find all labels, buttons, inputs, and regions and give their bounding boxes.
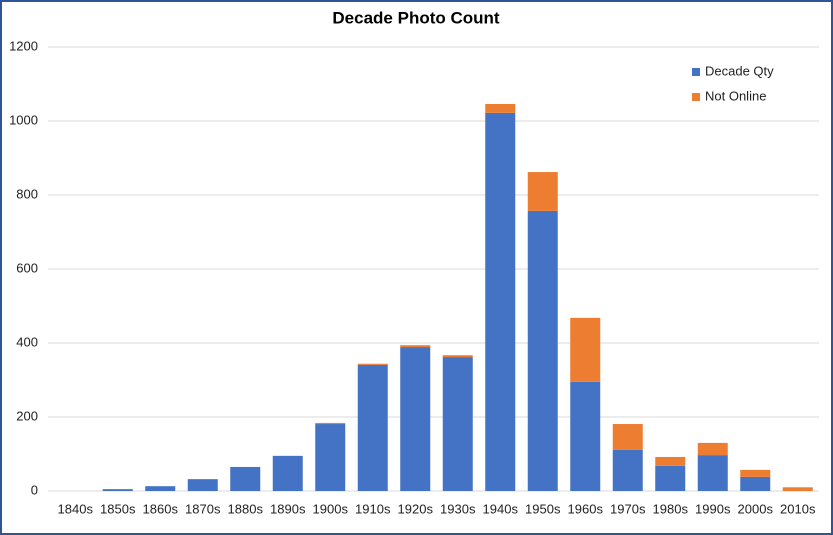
legend-swatch — [692, 68, 700, 76]
x-tick-label: 1910s — [355, 501, 391, 516]
bar — [400, 347, 431, 491]
x-tick-label: 1990s — [695, 501, 731, 516]
bar — [272, 455, 303, 491]
bar — [442, 357, 473, 491]
x-tick-label: 1920s — [398, 501, 434, 516]
bar — [697, 442, 728, 456]
x-tick-label: 1870s — [185, 501, 221, 516]
x-tick-label: 1900s — [313, 501, 349, 516]
x-tick-label: 1850s — [100, 501, 136, 516]
x-tick-label: 1980s — [653, 501, 689, 516]
bar — [655, 465, 686, 491]
bar — [740, 476, 771, 491]
x-tick-label: 1890s — [270, 501, 306, 516]
y-tick-label: 600 — [16, 260, 38, 275]
y-tick-label: 800 — [16, 186, 38, 201]
y-tick-label: 1000 — [9, 112, 38, 127]
bar — [230, 466, 261, 491]
bar — [485, 112, 516, 492]
bar — [740, 469, 771, 477]
bar — [357, 364, 388, 491]
bar — [782, 487, 813, 491]
bar — [612, 424, 643, 450]
bar — [612, 449, 643, 491]
y-tick-label: 400 — [16, 334, 38, 349]
y-tick-label: 0 — [31, 482, 38, 497]
y-tick-label: 1200 — [9, 38, 38, 53]
legend-label: Not Online — [705, 88, 766, 103]
x-tick-label: 1950s — [525, 501, 561, 516]
bar — [315, 424, 346, 491]
x-tick-label: 1860s — [143, 501, 179, 516]
legend-label: Decade Qty — [705, 63, 774, 78]
bar — [187, 479, 218, 491]
x-tick-label: 1930s — [440, 501, 476, 516]
bar — [485, 103, 516, 113]
x-tick-label: 2000s — [738, 501, 774, 516]
x-tick-label: 1940s — [483, 501, 519, 516]
bar — [442, 355, 473, 358]
bar — [527, 172, 558, 211]
x-tick-label: 1840s — [58, 501, 94, 516]
bar — [697, 455, 728, 491]
legend-swatch — [692, 93, 700, 101]
y-tick-label: 200 — [16, 408, 38, 423]
x-tick-label: 2010s — [780, 501, 816, 516]
bar — [527, 210, 558, 491]
bar — [102, 489, 133, 491]
x-tick-label: 1970s — [610, 501, 646, 516]
bar — [357, 363, 388, 365]
bar — [570, 317, 601, 382]
bar — [570, 381, 601, 491]
bar — [655, 456, 686, 466]
chart-title: Decade Photo Count — [332, 8, 500, 27]
x-tick-label: 1880s — [228, 501, 264, 516]
x-tick-label: 1960s — [568, 501, 604, 516]
bar — [145, 486, 176, 491]
bar — [400, 345, 431, 348]
bar — [315, 422, 346, 425]
